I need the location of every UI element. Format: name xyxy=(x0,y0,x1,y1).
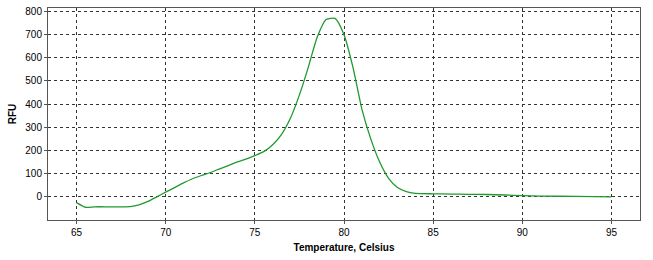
svg-text:65: 65 xyxy=(71,227,83,238)
svg-text:600: 600 xyxy=(25,52,42,63)
svg-text:0: 0 xyxy=(36,191,42,202)
svg-text:RFU: RFU xyxy=(7,104,18,125)
svg-text:70: 70 xyxy=(160,227,172,238)
svg-text:95: 95 xyxy=(606,227,618,238)
svg-text:700: 700 xyxy=(25,29,42,40)
svg-text:400: 400 xyxy=(25,99,42,110)
svg-text:85: 85 xyxy=(428,227,440,238)
svg-text:500: 500 xyxy=(25,75,42,86)
svg-text:90: 90 xyxy=(517,227,529,238)
svg-text:800: 800 xyxy=(25,6,42,17)
svg-text:Temperature, Celsius: Temperature, Celsius xyxy=(294,242,395,253)
svg-text:200: 200 xyxy=(25,145,42,156)
svg-text:75: 75 xyxy=(249,227,261,238)
svg-text:80: 80 xyxy=(338,227,350,238)
svg-text:100: 100 xyxy=(25,168,42,179)
svg-text:300: 300 xyxy=(25,122,42,133)
